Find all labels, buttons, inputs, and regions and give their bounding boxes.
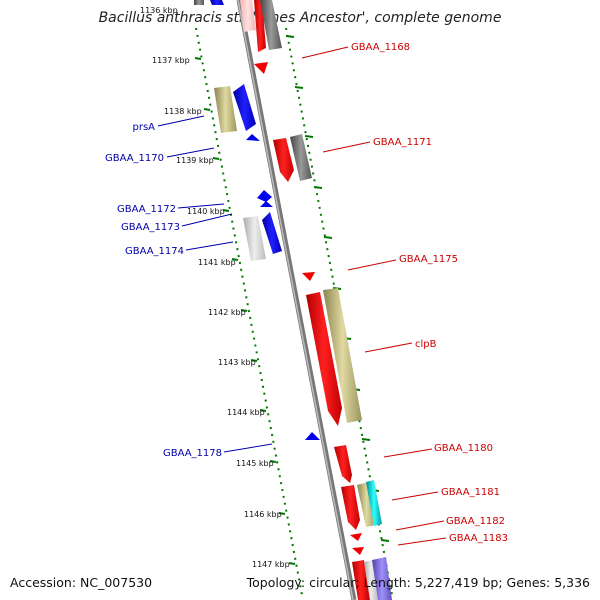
map-title: Bacillus anthracis str. 'Ames Ancestor',… xyxy=(98,10,502,26)
gene-label-gbaa-1181[interactable]: GBAA_1181 xyxy=(441,487,500,498)
gene-feature-reverse[interactable] xyxy=(260,201,273,207)
gene-label-gbaa-1170[interactable]: GBAA_1170 xyxy=(105,153,164,164)
gene-label-prsA[interactable]: prsA xyxy=(132,122,155,133)
kbp-label: 1145 kbp xyxy=(236,459,274,468)
right-leaders xyxy=(301,46,447,546)
kbp-label: 1138 kbp xyxy=(164,107,202,116)
gene-feature-forward[interactable] xyxy=(273,138,294,182)
kbp-label: 1140 kbp xyxy=(187,207,225,216)
gene-feature-forward[interactable] xyxy=(306,292,342,426)
gene-feature-reverse[interactable] xyxy=(210,0,224,5)
gene-label-gbaa-1173[interactable]: GBAA_1173 xyxy=(121,222,180,233)
gene-feature-reverse[interactable] xyxy=(262,212,282,254)
kbp-label: 1143 kbp xyxy=(218,358,256,367)
accession-text: Accession: NC_007530 xyxy=(10,575,153,590)
gene-label-clpB[interactable]: clpB xyxy=(415,339,437,350)
gene-feature-reverse[interactable] xyxy=(305,432,320,440)
kbp-label: 1144 kbp xyxy=(227,408,265,417)
gene-feature-forward[interactable] xyxy=(341,485,360,530)
gene-feature-reverse[interactable] xyxy=(257,190,272,202)
kbp-label: 1142 kbp xyxy=(208,308,246,317)
kbp-label: 1137 kbp xyxy=(152,56,190,65)
inner-track xyxy=(195,27,303,596)
gene-feature-reverse[interactable] xyxy=(243,216,266,261)
gene-feature-reverse[interactable] xyxy=(233,84,256,131)
kbp-label: 1139 kbp xyxy=(176,156,214,165)
gene-feature-reverse[interactable] xyxy=(246,134,260,141)
gene-feature-forward[interactable] xyxy=(357,482,376,527)
gene-feature-forward[interactable] xyxy=(352,547,364,555)
gene-feature-reverse[interactable] xyxy=(194,0,204,5)
gene-label-gbaa-1182[interactable]: GBAA_1182 xyxy=(446,516,505,527)
gene-feature-reverse[interactable] xyxy=(214,86,237,133)
gene-feature-forward[interactable] xyxy=(302,272,315,281)
gene-label-gbaa-1174[interactable]: GBAA_1174 xyxy=(125,246,184,257)
gene-label-gbaa-1183[interactable]: GBAA_1183 xyxy=(449,533,508,544)
kbp-label: 1147 kbp xyxy=(252,560,290,569)
gene-feature-forward[interactable] xyxy=(240,0,256,32)
inner-major-ticks xyxy=(194,57,296,565)
left-leaders xyxy=(157,115,273,453)
gene-feature-forward[interactable] xyxy=(254,62,268,74)
kbp-label: 1146 kbp xyxy=(244,510,282,519)
gene-label-gbaa-1175[interactable]: GBAA_1175 xyxy=(399,254,458,265)
gene-label-gbaa-1180[interactable]: GBAA_1180 xyxy=(434,443,493,454)
gene-feature-forward[interactable] xyxy=(323,288,362,423)
gene-feature-forward[interactable] xyxy=(364,560,378,600)
topology-text: Topology: circular; Length: 5,227,419 bp… xyxy=(246,575,590,590)
gene-feature-forward[interactable] xyxy=(290,134,312,181)
gene-feature-forward[interactable] xyxy=(366,480,382,526)
kbp-label: 1141 kbp xyxy=(198,258,236,267)
gene-label-gbaa-1168[interactable]: GBAA_1168 xyxy=(351,42,410,53)
gene-feature-forward[interactable] xyxy=(350,533,362,541)
genome-backbone-highlight xyxy=(237,0,354,600)
gene-feature-forward[interactable] xyxy=(372,557,392,600)
gene-label-gbaa-1171[interactable]: GBAA_1171 xyxy=(373,137,432,148)
kbp-label: 1136 kbp xyxy=(140,6,178,15)
gene-feature-forward[interactable] xyxy=(260,0,282,50)
gene-label-gbaa-1178[interactable]: GBAA_1178 xyxy=(163,448,222,459)
kbp-labels: 1136 kbp 1137 kbp 1138 kbp 1139 kbp 1140… xyxy=(140,6,290,569)
gene-label-gbaa-1172[interactable]: GBAA_1172 xyxy=(117,204,176,215)
genome-backbone xyxy=(236,0,357,600)
gene-feature-forward[interactable] xyxy=(334,445,352,483)
